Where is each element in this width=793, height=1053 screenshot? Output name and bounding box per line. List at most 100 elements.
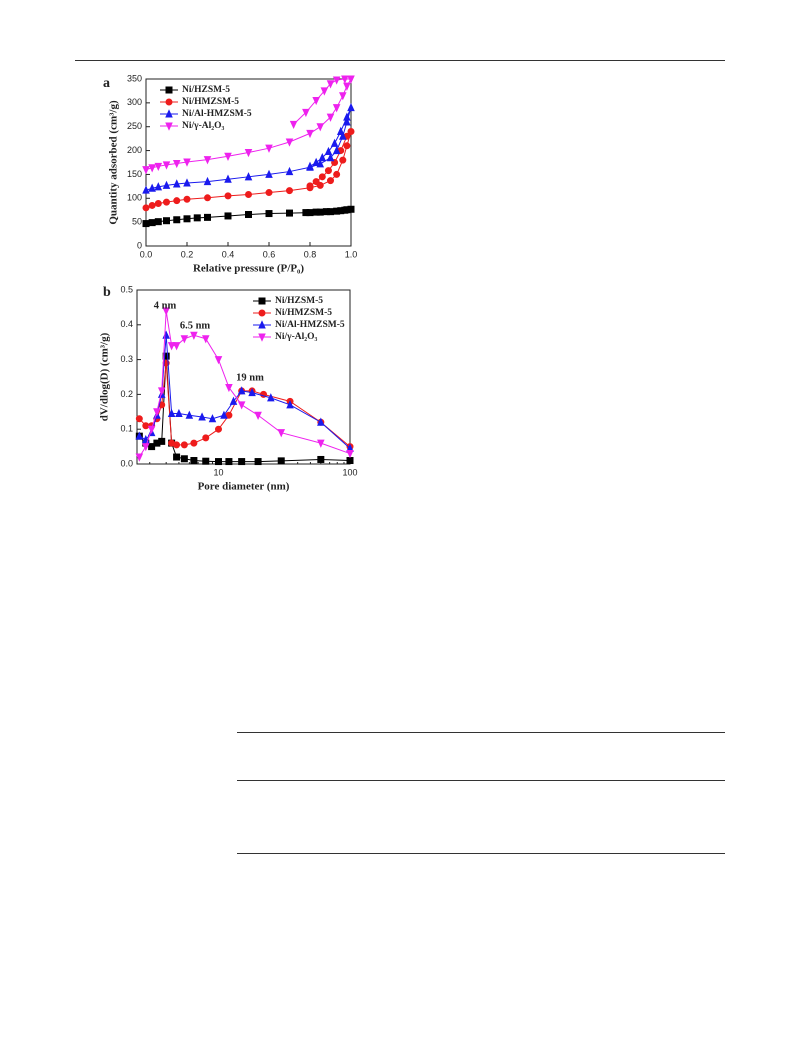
x-tick-label: 1.0 [345,249,358,259]
marker [142,185,150,194]
legend-marker [165,86,173,94]
marker [148,183,156,192]
marker [306,182,314,190]
header-rule [75,60,725,61]
marker [202,457,210,465]
marker [225,383,233,393]
marker [343,82,351,91]
y-tick-label: 0.4 [120,319,133,329]
marker [180,335,189,344]
marker [238,458,246,466]
marker [267,393,275,402]
marker [183,195,191,203]
annotation: 19 nm [236,372,264,383]
y-tick-label: 200 [127,145,142,155]
series [135,352,354,466]
legend-label: Ni/Al-HMZSM-5 [182,109,252,119]
marker [286,400,294,409]
legend-label: Ni/Al-HMZSM-5 [275,320,345,330]
series-line [138,310,351,458]
legend-marker [258,309,266,317]
legend-marker [258,333,266,342]
marker [332,145,341,155]
marker [183,215,191,223]
x-tick-label: 0.6 [263,249,276,259]
y-tick-label: 50 [132,217,142,227]
legend-label: Ni/γ-Al₂O₃ [275,332,317,342]
marker [148,219,156,227]
marker [167,342,176,351]
marker [343,112,351,121]
y-tick-label: 0.5 [120,284,133,294]
marker [215,425,223,433]
marker [333,170,341,178]
x-tick-label: 0.8 [304,249,317,259]
marker [162,307,170,316]
marker [193,214,201,222]
marker [163,198,170,206]
annotation: 4 nm [154,300,177,311]
marker [190,331,198,340]
y-tick-label: 0.0 [120,458,133,468]
marker [347,102,355,112]
marker [341,206,349,214]
marker [215,458,223,466]
marker [343,142,351,150]
marker [318,173,326,181]
marker [135,415,143,423]
marker [302,209,310,217]
marker [172,179,181,188]
legend-label: Ni/HMZSM-5 [275,308,332,318]
y-tick-label: 300 [127,97,142,107]
marker [285,166,294,176]
marker [190,457,198,465]
marker [326,153,335,162]
x-tick-label: 10 [213,467,223,477]
marker [346,450,354,459]
marker [339,156,347,164]
marker [318,153,327,162]
marker [224,192,232,200]
marker [277,457,285,465]
marker [203,156,212,165]
marker [173,197,181,205]
marker [154,200,162,208]
marker [327,177,334,185]
marker [201,335,210,344]
marker [312,178,320,186]
marker [173,453,181,461]
marker [158,437,166,445]
marker [204,194,211,202]
marker [175,408,183,418]
marker [173,216,181,224]
marker [172,159,181,169]
marker [229,396,238,405]
y-axis-label: dV/dlog(D) (cm³/g) [99,332,111,421]
marker [277,429,286,438]
marker [183,158,191,167]
marker [162,161,171,170]
marker [254,458,262,466]
marker [336,126,345,135]
marker [147,425,156,434]
series [135,307,354,462]
marker [347,75,355,84]
legend-label: Ni/HZSM-5 [275,296,323,306]
x-axis-label: Relative pressure (P/P₀) [193,263,304,275]
marker [289,120,298,130]
marker [135,431,144,440]
marker [190,439,198,447]
marker [265,189,273,197]
marker [142,443,150,452]
marker [148,201,156,209]
marker [339,131,347,140]
marker [347,205,355,213]
marker [322,208,330,216]
table-rule [237,780,725,781]
x-tick-label: 100 [342,467,357,477]
legend-marker [165,109,173,118]
x-tick-label: 0.2 [181,249,194,259]
marker [306,161,314,170]
y-tick-label: 0.1 [120,424,133,434]
marker [237,386,246,395]
